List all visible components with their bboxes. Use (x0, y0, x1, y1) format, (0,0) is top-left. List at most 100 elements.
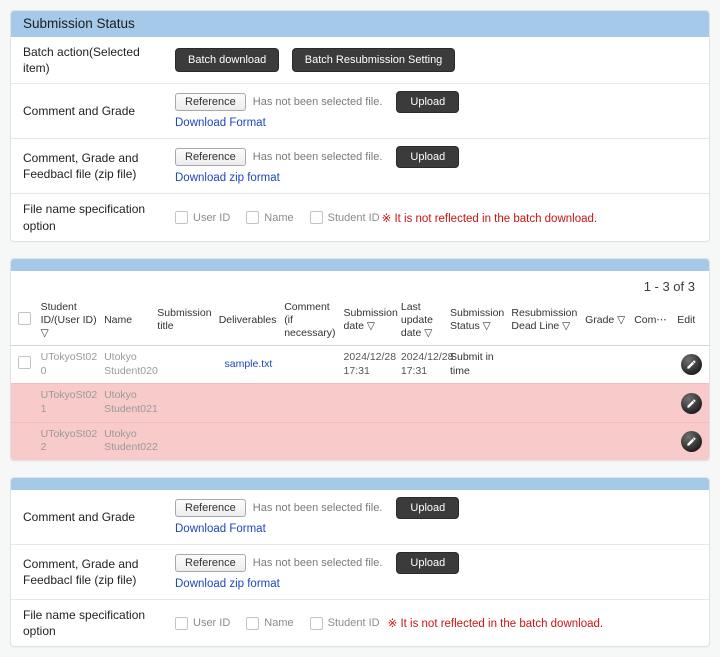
table-row: UTokyoSt021 Utokyo Student021 (11, 383, 709, 423)
col-resubmission-deadline[interactable]: Resubmission Dead Line ▽ (508, 295, 583, 347)
cell-student-id: UTokyoSt020 (40, 351, 98, 377)
submissions-table: Student ID/(User ID) ▽ Name Submission t… (11, 295, 709, 460)
cell-submission-date: 2024/12/28 17:31 (343, 351, 397, 377)
batch-download-button[interactable]: Batch download (175, 48, 280, 73)
cell-resubmission-deadline (508, 383, 583, 423)
panel-header-strip (11, 477, 709, 490)
file-name-option-label: File name specification option (23, 202, 146, 233)
comment-grade-label: Comment and Grade (23, 509, 136, 524)
deliverable-file-link[interactable]: sample.txt (224, 357, 273, 370)
row-checkbox[interactable] (17, 355, 31, 369)
cell-student-id: UTokyoSt021 (37, 383, 102, 423)
batch-download-warning: ※ It is not reflected in the batch downl… (387, 618, 604, 631)
download-zip-format-link[interactable]: Download zip format (175, 172, 280, 185)
select-all-checkbox[interactable] (17, 311, 31, 325)
user-id-checkbox[interactable] (175, 211, 188, 225)
name-checkbox-item: Name (246, 211, 294, 225)
cell-student-id: UTokyoSt022 (37, 421, 102, 460)
cell-submission-status: Submit in time (449, 351, 494, 377)
cell-resubmission-deadline (508, 421, 583, 460)
cell-grade (582, 383, 632, 423)
name-checkbox-item: Name (246, 616, 294, 630)
cell-name: Utokyo Student020 (104, 351, 158, 377)
submission-status-panel: Submission Status Batch action(Selected … (10, 10, 710, 242)
student-id-checkbox-item: Student ID (309, 211, 380, 225)
table-row: UTokyoSt022 Utokyo Student022 (11, 421, 709, 460)
batch-resubmission-setting-button[interactable]: Batch Resubmission Setting (291, 48, 456, 73)
upload-button[interactable]: Upload (396, 551, 460, 574)
col-edit: Edit (674, 295, 709, 347)
reference-button[interactable]: Reference (175, 93, 246, 112)
no-file-text: Has not been selected file. (252, 556, 383, 569)
cell-resubmission-deadline (508, 346, 582, 384)
cell-com (631, 383, 675, 423)
col-submission-title: Submission title (154, 295, 216, 347)
reference-button[interactable]: Reference (175, 498, 246, 517)
download-format-link[interactable]: Download Format (175, 522, 266, 535)
pencil-icon (687, 437, 696, 446)
batch-action-row: Batch action(Selected item) Batch downlo… (11, 37, 709, 83)
col-grade[interactable]: Grade ▽ (582, 295, 632, 347)
table-row: UTokyoSt020 Utokyo Student020 sample.txt… (11, 346, 709, 384)
comment-grade-zip-label: Comment, Grade and Feedbacl file (zip fi… (23, 151, 139, 182)
cell-submission-status (446, 421, 509, 460)
table-header-row: Student ID/(User ID) ▽ Name Submission t… (11, 295, 709, 347)
edit-button[interactable] (681, 354, 703, 376)
cell-name: Utokyo Student021 (101, 383, 158, 423)
comment-grade-zip-row: Comment, Grade and Feedbacl file (zip fi… (11, 138, 709, 193)
col-com-truncated: Com⋯ (631, 295, 675, 347)
batch-download-warning: ※ It is not reflected in the batch downl… (381, 212, 598, 225)
cell-grade (582, 346, 631, 384)
cell-grade (582, 421, 632, 460)
cell-submission-status (446, 383, 509, 423)
user-id-checkbox[interactable] (175, 616, 188, 630)
student-id-checkbox-item: Student ID (309, 616, 380, 630)
pagination-label: 1 - 3 of 3 (643, 278, 695, 294)
reference-button[interactable]: Reference (175, 553, 246, 572)
col-last-update-date[interactable]: Last update date ▽ (397, 295, 447, 347)
cell-com (631, 421, 675, 460)
cell-submission-date (340, 421, 398, 460)
file-name-option-row: File name specification option User ID N… (11, 193, 709, 240)
name-checkbox[interactable] (246, 211, 260, 225)
cell-last-update-date (397, 421, 447, 460)
cell-submission-title (154, 346, 215, 384)
no-file-text: Has not been selected file. (252, 96, 383, 109)
cell-comment (281, 383, 341, 423)
comment-grade-zip-label: Comment, Grade and Feedbacl file (zip fi… (23, 556, 139, 587)
col-submission-date[interactable]: Submission date ▽ (340, 295, 398, 347)
col-student-id[interactable]: Student ID/(User ID) ▽ (37, 295, 102, 347)
upload-button[interactable]: Upload (396, 146, 460, 169)
comment-grade-row: Comment and Grade Reference Has not been… (11, 83, 709, 138)
cell-last-update-date: 2024/12/28 17:31 (400, 351, 454, 377)
col-comment: Comment (if necessary) (281, 295, 341, 347)
download-zip-format-link[interactable]: Download zip format (175, 577, 280, 590)
file-name-option-row: File name specification option User ID N… (11, 598, 709, 646)
no-file-text: Has not been selected file. (252, 151, 383, 164)
edit-button[interactable] (681, 392, 703, 414)
name-checkbox[interactable] (246, 616, 260, 630)
cell-com (631, 346, 674, 384)
batch-action-content: Batch download Batch Resubmission Settin… (175, 48, 697, 73)
upload-button[interactable]: Upload (396, 91, 460, 114)
upload-button[interactable]: Upload (396, 496, 460, 519)
cell-comment (281, 421, 341, 460)
cell-submission-title (154, 421, 216, 460)
submissions-table-panel: 1 - 3 of 3 Student ID/(User ID) ▽ Name S… (10, 257, 710, 461)
col-submission-status[interactable]: Submission Status ▽ (446, 295, 509, 347)
cell-submission-date (340, 383, 398, 423)
student-id-checkbox[interactable] (309, 616, 323, 630)
pencil-icon (687, 398, 696, 408)
cell-submission-title (154, 383, 216, 423)
reference-button[interactable]: Reference (175, 148, 246, 167)
cell-last-update-date (397, 383, 447, 423)
student-id-checkbox[interactable] (309, 211, 323, 225)
download-format-link[interactable]: Download Format (175, 117, 266, 130)
col-name: Name (101, 295, 155, 347)
edit-button[interactable] (681, 430, 703, 452)
batch-action-label: Batch action(Selected item) (23, 45, 140, 76)
col-deliverables: Deliverables (215, 295, 282, 347)
no-file-text: Has not been selected file. (252, 501, 383, 514)
comment-grade-row: Comment and Grade Reference Has not been… (11, 490, 709, 544)
